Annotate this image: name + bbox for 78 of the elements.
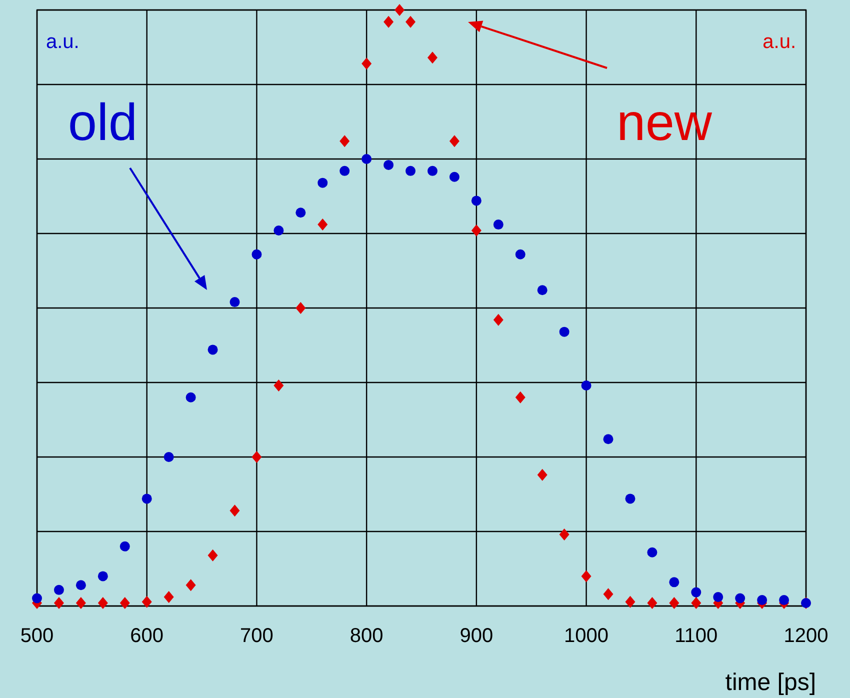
point [647,547,658,558]
text: old [68,94,138,152]
point [208,344,218,355]
point [669,597,680,610]
point [274,379,284,392]
point [98,571,108,582]
point [471,224,482,237]
y2-axis-title: a.u. [762,31,796,53]
point [427,166,438,176]
point [515,249,526,260]
point [493,314,504,326]
x-tick-label: 900 [460,625,494,647]
point [603,588,614,600]
x-tick-label: 1000 [564,625,609,647]
point [230,504,240,517]
point [274,226,284,236]
x-tick-label: 600 [130,625,164,647]
x-tick-label: 700 [240,625,274,647]
point [54,584,64,595]
point [76,597,86,610]
point [362,58,372,70]
point [252,249,262,260]
point [449,135,460,148]
point [120,597,130,610]
point [515,391,526,404]
point [186,579,196,592]
point [208,549,218,562]
point [340,135,350,148]
point [559,326,570,337]
point [537,285,548,296]
point [581,570,592,582]
point [164,452,174,462]
point [164,591,174,604]
point [384,16,394,28]
point [669,577,680,588]
point [296,208,306,218]
point [625,494,636,504]
point [691,597,702,610]
point [691,587,702,598]
point [713,592,724,602]
point [362,154,372,164]
point [625,596,636,608]
x-tick-label: 500 [20,625,54,647]
y-axis-title: a.u. [46,31,80,53]
point [406,16,416,28]
point [537,468,548,481]
point [427,52,438,64]
point [76,580,86,590]
point [142,494,152,504]
point [559,528,570,540]
point [296,302,306,314]
point [318,178,328,188]
point [449,172,460,182]
point [230,297,240,308]
point [98,597,108,610]
point [647,597,658,610]
point [581,380,592,390]
point [735,593,746,604]
point [406,166,416,176]
point [318,218,328,231]
point [142,596,152,608]
x-tick-label: 1200 [784,625,828,647]
point [471,196,482,206]
point [340,166,350,176]
point [32,593,42,604]
point [186,392,196,402]
point [603,434,614,444]
point [252,451,262,463]
x-tick-label: 800 [350,625,384,647]
x-tick-label: 1100 [674,625,718,647]
x-axis-title: time [ps] [725,669,816,696]
point [757,595,768,606]
point [493,220,504,230]
point [120,541,130,552]
point [54,597,64,610]
point [779,595,790,606]
point [384,160,394,170]
point [394,4,405,16]
